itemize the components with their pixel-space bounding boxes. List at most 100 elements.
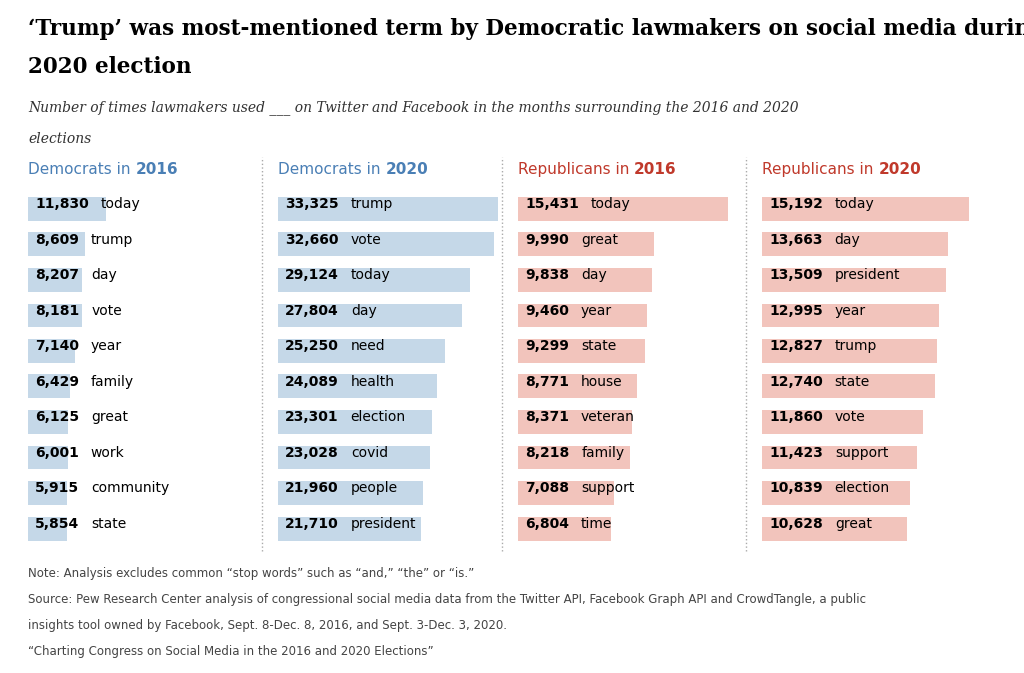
FancyBboxPatch shape <box>518 374 637 398</box>
FancyBboxPatch shape <box>762 268 946 292</box>
Text: 23,301: 23,301 <box>285 411 339 425</box>
Text: need: need <box>351 339 385 353</box>
FancyBboxPatch shape <box>278 232 494 256</box>
FancyBboxPatch shape <box>518 481 614 505</box>
Text: work: work <box>91 446 125 460</box>
FancyBboxPatch shape <box>518 446 630 470</box>
Text: 23,028: 23,028 <box>285 446 339 460</box>
FancyBboxPatch shape <box>762 516 906 540</box>
FancyBboxPatch shape <box>28 232 85 256</box>
FancyBboxPatch shape <box>28 197 106 221</box>
Text: today: today <box>351 269 390 283</box>
Text: ‘Trump’ was most-mentioned term by Democratic lawmakers on social media during: ‘Trump’ was most-mentioned term by Democ… <box>28 18 1024 40</box>
Text: vote: vote <box>350 233 381 247</box>
Text: 11,830: 11,830 <box>35 197 89 211</box>
Text: 8,218: 8,218 <box>525 446 569 460</box>
FancyBboxPatch shape <box>278 197 498 221</box>
FancyBboxPatch shape <box>762 197 969 221</box>
FancyBboxPatch shape <box>28 268 82 292</box>
Text: 29,124: 29,124 <box>285 269 339 283</box>
Text: 2016: 2016 <box>634 162 677 177</box>
Text: vote: vote <box>835 411 865 425</box>
FancyBboxPatch shape <box>278 374 437 398</box>
Text: trump: trump <box>835 339 878 353</box>
Text: time: time <box>581 517 612 531</box>
Text: 6,429: 6,429 <box>35 375 79 389</box>
Text: 7,088: 7,088 <box>525 481 569 495</box>
FancyBboxPatch shape <box>278 268 470 292</box>
Text: day: day <box>91 269 117 283</box>
Text: 6,804: 6,804 <box>525 517 569 531</box>
Text: 12,827: 12,827 <box>769 339 823 353</box>
Text: elections: elections <box>28 132 91 146</box>
Text: 10,628: 10,628 <box>769 517 822 531</box>
FancyBboxPatch shape <box>518 516 610 540</box>
Text: 2020 election: 2020 election <box>28 56 191 78</box>
Text: 21,960: 21,960 <box>285 481 339 495</box>
Text: state: state <box>835 375 870 389</box>
Text: “Charting Congress on Social Media in the 2016 and 2020 Elections”: “Charting Congress on Social Media in th… <box>28 645 433 658</box>
FancyBboxPatch shape <box>762 481 909 505</box>
Text: election: election <box>835 481 890 495</box>
Text: vote: vote <box>91 304 122 318</box>
Text: today: today <box>835 197 874 211</box>
Text: 6,001: 6,001 <box>35 446 79 460</box>
Text: year: year <box>91 339 122 353</box>
FancyBboxPatch shape <box>762 410 924 434</box>
Text: Note: Analysis excludes common “stop words” such as “and,” “the” or “is.”: Note: Analysis excludes common “stop wor… <box>28 567 474 580</box>
FancyBboxPatch shape <box>278 481 423 505</box>
Text: trump: trump <box>350 197 393 211</box>
Text: great: great <box>835 517 871 531</box>
FancyBboxPatch shape <box>518 197 728 221</box>
FancyBboxPatch shape <box>762 374 935 398</box>
Text: 8,609: 8,609 <box>35 233 79 247</box>
Text: 2020: 2020 <box>385 162 428 177</box>
Text: day: day <box>581 269 607 283</box>
Text: Republicans in: Republicans in <box>518 162 634 177</box>
Text: 13,509: 13,509 <box>769 269 822 283</box>
FancyBboxPatch shape <box>518 410 632 434</box>
Text: veteran: veteran <box>581 411 635 425</box>
Text: today: today <box>100 197 140 211</box>
Text: 8,207: 8,207 <box>35 269 79 283</box>
Text: day: day <box>835 233 860 247</box>
FancyBboxPatch shape <box>278 339 444 363</box>
Text: 33,325: 33,325 <box>285 197 339 211</box>
Text: community: community <box>91 481 169 495</box>
FancyBboxPatch shape <box>28 374 71 398</box>
FancyBboxPatch shape <box>278 410 432 434</box>
Text: Republicans in: Republicans in <box>762 162 879 177</box>
Text: Democrats in: Democrats in <box>278 162 385 177</box>
Text: Source: Pew Research Center analysis of congressional social media data from the: Source: Pew Research Center analysis of … <box>28 593 866 606</box>
Text: 2016: 2016 <box>135 162 178 177</box>
FancyBboxPatch shape <box>278 446 430 470</box>
Text: 9,990: 9,990 <box>525 233 568 247</box>
Text: 12,740: 12,740 <box>769 375 822 389</box>
Text: today: today <box>591 197 631 211</box>
FancyBboxPatch shape <box>762 232 948 256</box>
Text: 13,663: 13,663 <box>769 233 822 247</box>
FancyBboxPatch shape <box>28 339 75 363</box>
Text: state: state <box>581 339 616 353</box>
Text: support: support <box>835 446 888 460</box>
FancyBboxPatch shape <box>518 304 647 328</box>
Text: 27,804: 27,804 <box>285 304 339 318</box>
Text: 25,250: 25,250 <box>285 339 339 353</box>
Text: year: year <box>581 304 612 318</box>
Text: health: health <box>351 375 394 389</box>
Text: insights tool owned by Facebook, Sept. 8-Dec. 8, 2016, and Sept. 3-Dec. 3, 2020.: insights tool owned by Facebook, Sept. 8… <box>28 619 507 632</box>
Text: year: year <box>835 304 866 318</box>
Text: 21,710: 21,710 <box>285 517 339 531</box>
Text: state: state <box>91 517 127 531</box>
Text: 12,995: 12,995 <box>769 304 822 318</box>
Text: day: day <box>351 304 377 318</box>
Text: Number of times lawmakers used ___ on Twitter and Facebook in the months surroun: Number of times lawmakers used ___ on Tw… <box>28 100 799 115</box>
Text: 5,915: 5,915 <box>35 481 79 495</box>
Text: 11,860: 11,860 <box>769 411 822 425</box>
Text: 2020: 2020 <box>879 162 921 177</box>
Text: 8,771: 8,771 <box>525 375 569 389</box>
Text: 15,431: 15,431 <box>525 197 579 211</box>
Text: 9,838: 9,838 <box>525 269 569 283</box>
Text: 7,140: 7,140 <box>35 339 79 353</box>
Text: 10,839: 10,839 <box>769 481 822 495</box>
